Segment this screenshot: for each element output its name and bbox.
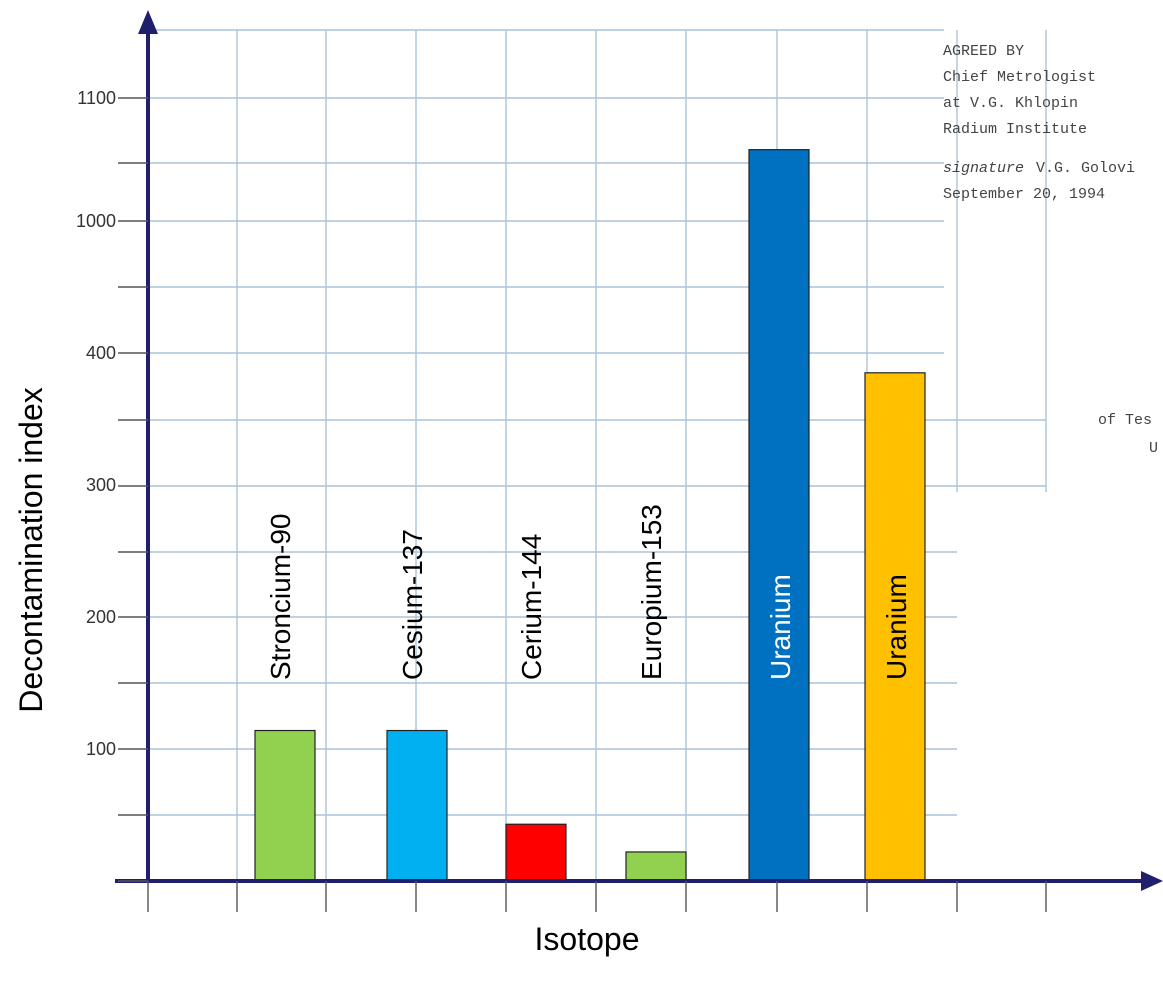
- x-axis-arrow-icon: [1141, 871, 1163, 891]
- stamp-fragment-1: of Tes: [1098, 412, 1152, 429]
- stamp-line-2: Chief Metrologist: [943, 69, 1096, 86]
- bar-label: Cesium-137: [397, 529, 428, 680]
- stamp-line-1: AGREED BY: [943, 43, 1024, 60]
- y-tick-label: 400: [86, 343, 116, 363]
- x-axis-title: Isotope: [535, 921, 640, 957]
- bar: [748, 149, 810, 882]
- grid-lines: [148, 29, 1047, 882]
- y-tick-label: 100: [86, 739, 116, 759]
- bar: [505, 823, 567, 882]
- bar-label: Uranium: [881, 574, 912, 680]
- y-tick-label: 1000: [76, 211, 116, 231]
- x-ticks: [147, 881, 1047, 912]
- y-tick-label: 200: [86, 607, 116, 627]
- y-ticks: 100 200 300 400 1000 1100: [76, 88, 148, 882]
- stamp-line-5: V.G. Golovi: [1036, 160, 1135, 177]
- bar: [386, 729, 448, 882]
- y-tick-label: 1100: [77, 88, 116, 108]
- stamp-fragment-2: U: [1149, 440, 1158, 457]
- bar-label: Cerium-144: [516, 534, 547, 680]
- stamp-line-6: September 20, 1994: [943, 186, 1105, 203]
- bar-labels: Stroncium-90 Cesium-137 Cerium-144 Europium…: [265, 504, 912, 680]
- bar: [625, 851, 687, 882]
- bars: [254, 149, 926, 882]
- bar-label: Europium-153: [636, 504, 667, 680]
- bar: [864, 372, 926, 882]
- axes: [115, 10, 1163, 891]
- y-axis-arrow-icon: [138, 10, 158, 34]
- y-axis-title: Decontamination index: [13, 387, 49, 713]
- approval-stamp: AGREED BY Chief Metrologist at V.G. Khlo…: [943, 43, 1158, 457]
- bar-label: Stroncium-90: [265, 513, 296, 680]
- bar-label: Uranium: [765, 574, 796, 680]
- y-tick-label: 300: [86, 475, 116, 495]
- stamp-signature-word: signature: [943, 160, 1024, 177]
- stamp-line-4: Radium Institute: [943, 121, 1087, 138]
- bar: [254, 729, 316, 882]
- stamp-line-3: at V.G. Khlopin: [943, 95, 1078, 112]
